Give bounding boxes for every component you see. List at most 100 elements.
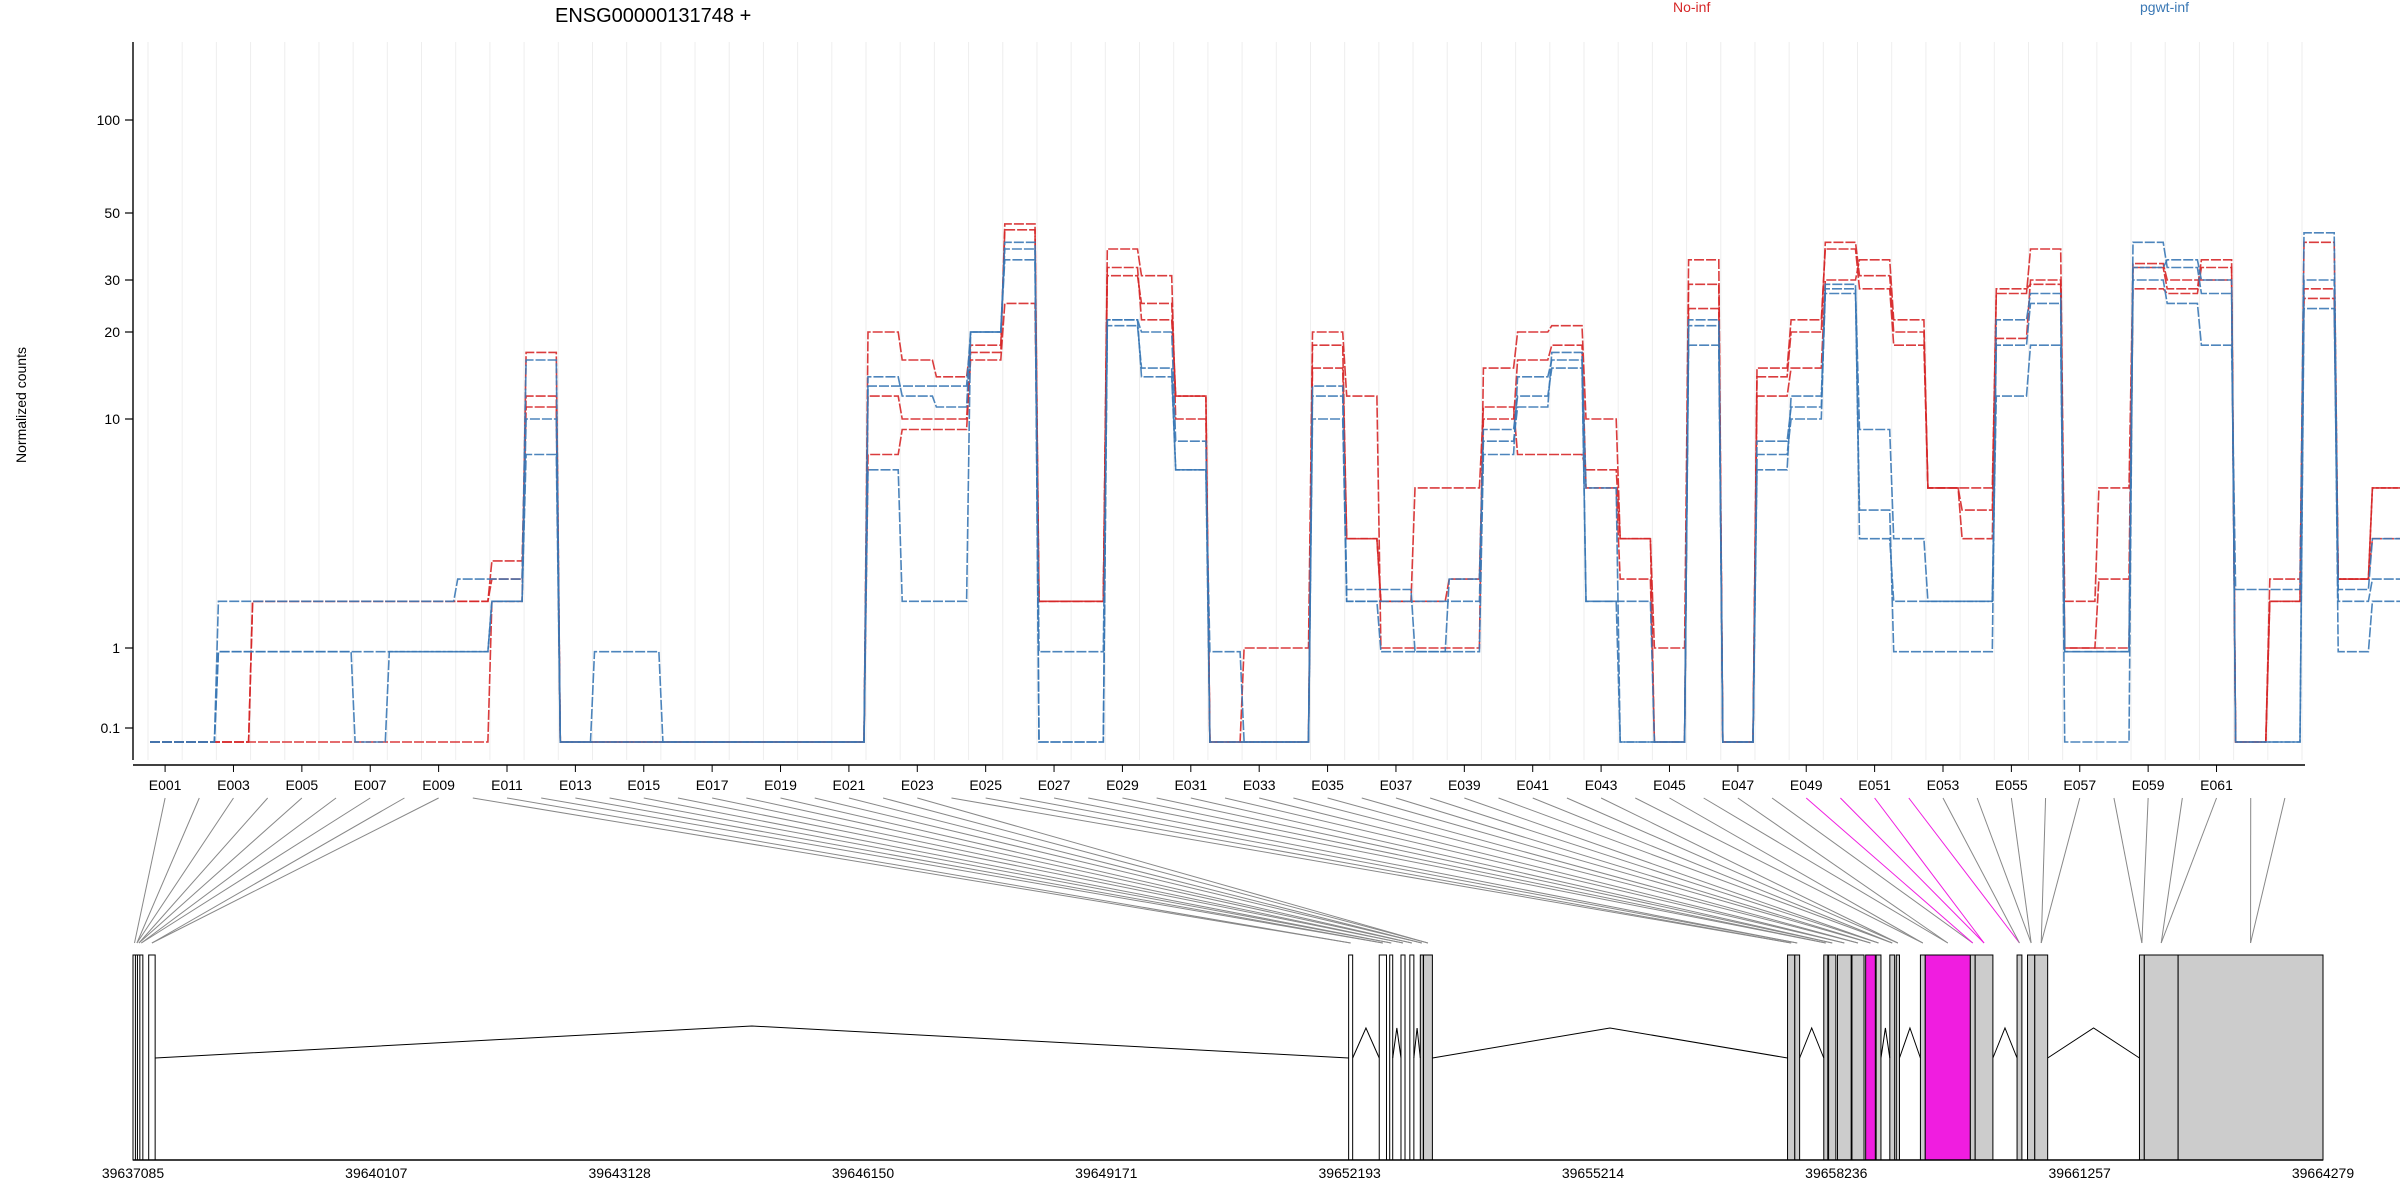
x-tick-label: E059 [2132, 777, 2165, 793]
series-no-inf-rep2 [150, 223, 2400, 743]
exon-connector [2010, 797, 2032, 944]
x-tick-label: E009 [422, 777, 455, 793]
exon-block [1409, 954, 1415, 1161]
x-tick-label: E031 [1174, 777, 1207, 793]
x-tick-label: E041 [1516, 777, 1549, 793]
y-tick-label: 50 [104, 205, 120, 221]
exon-connector [2160, 797, 2217, 944]
genomic-axis-label: 39664279 [2292, 1165, 2355, 1181]
y-tick-label: 20 [104, 324, 120, 340]
exon-connector [1532, 797, 1893, 944]
exon-connector [138, 797, 269, 944]
y-tick-label: 30 [104, 272, 120, 288]
intron-line [1413, 1027, 1421, 1059]
exon-tick-labels: E001 E003 E005 E007 E009 E011 E013 E015 E017 E019… [149, 765, 2233, 793]
exon-connector [1942, 797, 2020, 944]
exon-block [2027, 954, 2036, 1161]
x-tick-label: E027 [1038, 777, 1071, 793]
intron-line [1392, 1027, 1402, 1059]
exon-connector [985, 797, 1792, 944]
y-tick-label: 1 [112, 640, 120, 656]
x-tick-label: E029 [1106, 777, 1139, 793]
exon-connector [472, 797, 1351, 944]
chart-title: ENSG00000131748 + [555, 5, 751, 27]
x-tick-label: E055 [1995, 777, 2028, 793]
exon-connector [1669, 797, 1924, 944]
exon-connector [1019, 797, 1798, 944]
intron-line [1992, 1026, 2018, 1059]
x-tick-label: E033 [1243, 777, 1276, 793]
x-tick-label: E011 [491, 777, 523, 793]
exon-connector [1703, 797, 1949, 944]
exon-connector [1840, 797, 1985, 944]
exon-connector [677, 797, 1404, 944]
exon-connector [1737, 797, 1949, 944]
exon-block [148, 954, 156, 1161]
exon-connector [1053, 797, 1798, 944]
exon-connector [1293, 797, 1859, 944]
series-pgwt-inf-rep3 [150, 241, 2400, 743]
y-tick-label: 10 [104, 411, 120, 427]
intron-line [2047, 1027, 2140, 1059]
grid-lines [147, 42, 2303, 760]
exon-connector [151, 797, 405, 944]
x-tick-label: E053 [1927, 777, 1960, 793]
genomic-axis-label: 39655214 [1562, 1165, 1625, 1181]
exon-connector [1464, 797, 1879, 944]
exon-block [1823, 954, 1829, 1161]
exon-connector [1190, 797, 1833, 944]
exon-block [1348, 954, 1354, 1161]
legend-pgwt-inf: pgwt-inf [2140, 0, 2189, 15]
exon-connector [1088, 797, 1826, 944]
exon-connector [746, 797, 1412, 944]
exon-block [139, 954, 144, 1161]
exon-block [1423, 954, 1433, 1161]
exon-connector [575, 797, 1383, 944]
exon-connector [1976, 797, 2032, 944]
exon-block [1794, 954, 1801, 1161]
intron-line [1352, 1026, 1380, 1059]
exon-connector [2113, 797, 2143, 944]
exon-block [1828, 954, 1837, 1161]
x-tick-label: E051 [1858, 777, 1891, 793]
exon-connector [609, 797, 1392, 944]
exon-connector [1805, 797, 1974, 944]
exon-connector [1908, 797, 2020, 944]
x-tick-label: E045 [1653, 777, 1686, 793]
exon-connector [138, 797, 303, 944]
series-pgwt-inf-rep2 [150, 248, 2400, 743]
x-tick-label: E007 [354, 777, 387, 793]
exon-connector [2250, 797, 2286, 944]
exon-connector [712, 797, 1404, 944]
exon-connector [1156, 797, 1833, 944]
exon-block [1865, 954, 1876, 1161]
exon-connector [1395, 797, 1871, 944]
exon-block [1378, 954, 1387, 1161]
x-tick-label: E037 [1380, 777, 1413, 793]
exon-block [1875, 954, 1882, 1161]
exon-connector [780, 797, 1412, 944]
x-tick-label: E017 [696, 777, 729, 793]
x-tick-label: E025 [969, 777, 1002, 793]
genomic-axis-label: 39649171 [1075, 1165, 1138, 1181]
exon-connector [917, 797, 1429, 944]
exon-connector-lines [134, 797, 2286, 944]
exon-block [1969, 954, 1976, 1161]
exon-connector [541, 797, 1383, 944]
genomic-axis-label: 39661257 [2049, 1165, 2112, 1181]
x-tick-label: E001 [149, 777, 182, 793]
genomic-axis-label: 39640107 [345, 1165, 408, 1181]
x-tick-label: E035 [1311, 777, 1344, 793]
exon-connector [1635, 797, 1924, 944]
genomic-axis-label: 39646150 [832, 1165, 895, 1181]
exon-connector [2040, 797, 2081, 944]
x-tick-label: E005 [286, 777, 319, 793]
intron-line [1880, 1027, 1891, 1059]
exon-connector [814, 797, 1422, 944]
exon-connector [848, 797, 1422, 944]
intron-line [1799, 1026, 1825, 1059]
exon-connector [136, 797, 234, 944]
exon-block [1400, 954, 1406, 1161]
exon-block [1836, 954, 1852, 1161]
exon-block [1851, 954, 1865, 1161]
